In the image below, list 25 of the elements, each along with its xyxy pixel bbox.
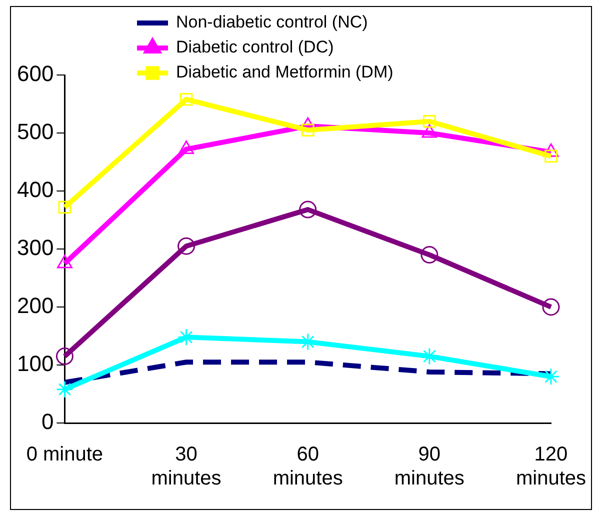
legend-label: Non-diabetic control (NC) <box>176 12 368 32</box>
point <box>58 200 72 214</box>
x-tick-label: 30 minutes <box>151 444 222 490</box>
x-tick-label: 90 minutes <box>394 444 464 490</box>
point <box>299 200 317 218</box>
y-tick-label: 300 <box>16 235 54 260</box>
x-tick-label: 120 minutes <box>516 444 586 490</box>
point <box>420 246 438 264</box>
point <box>423 114 436 128</box>
point <box>542 298 560 316</box>
y-tick-label: 600 <box>16 61 54 86</box>
point <box>180 92 193 106</box>
point <box>301 124 314 137</box>
legend-label: Diabetic and Metformin (DM) <box>176 62 394 82</box>
x-tick-label: 60 minutes <box>272 444 343 490</box>
x-tick-label: 0 minute <box>26 444 104 466</box>
point <box>178 237 196 255</box>
y-tick-label: 100 <box>16 351 54 376</box>
y-tick-label: 500 <box>16 119 54 144</box>
legend-label: Diabetic control (DC) <box>176 38 334 57</box>
point <box>56 348 74 366</box>
y-tick-label: 0 <box>41 409 54 434</box>
y-tick-label: 200 <box>16 293 54 318</box>
y-tick-label: 400 <box>16 177 54 202</box>
point <box>56 380 74 398</box>
